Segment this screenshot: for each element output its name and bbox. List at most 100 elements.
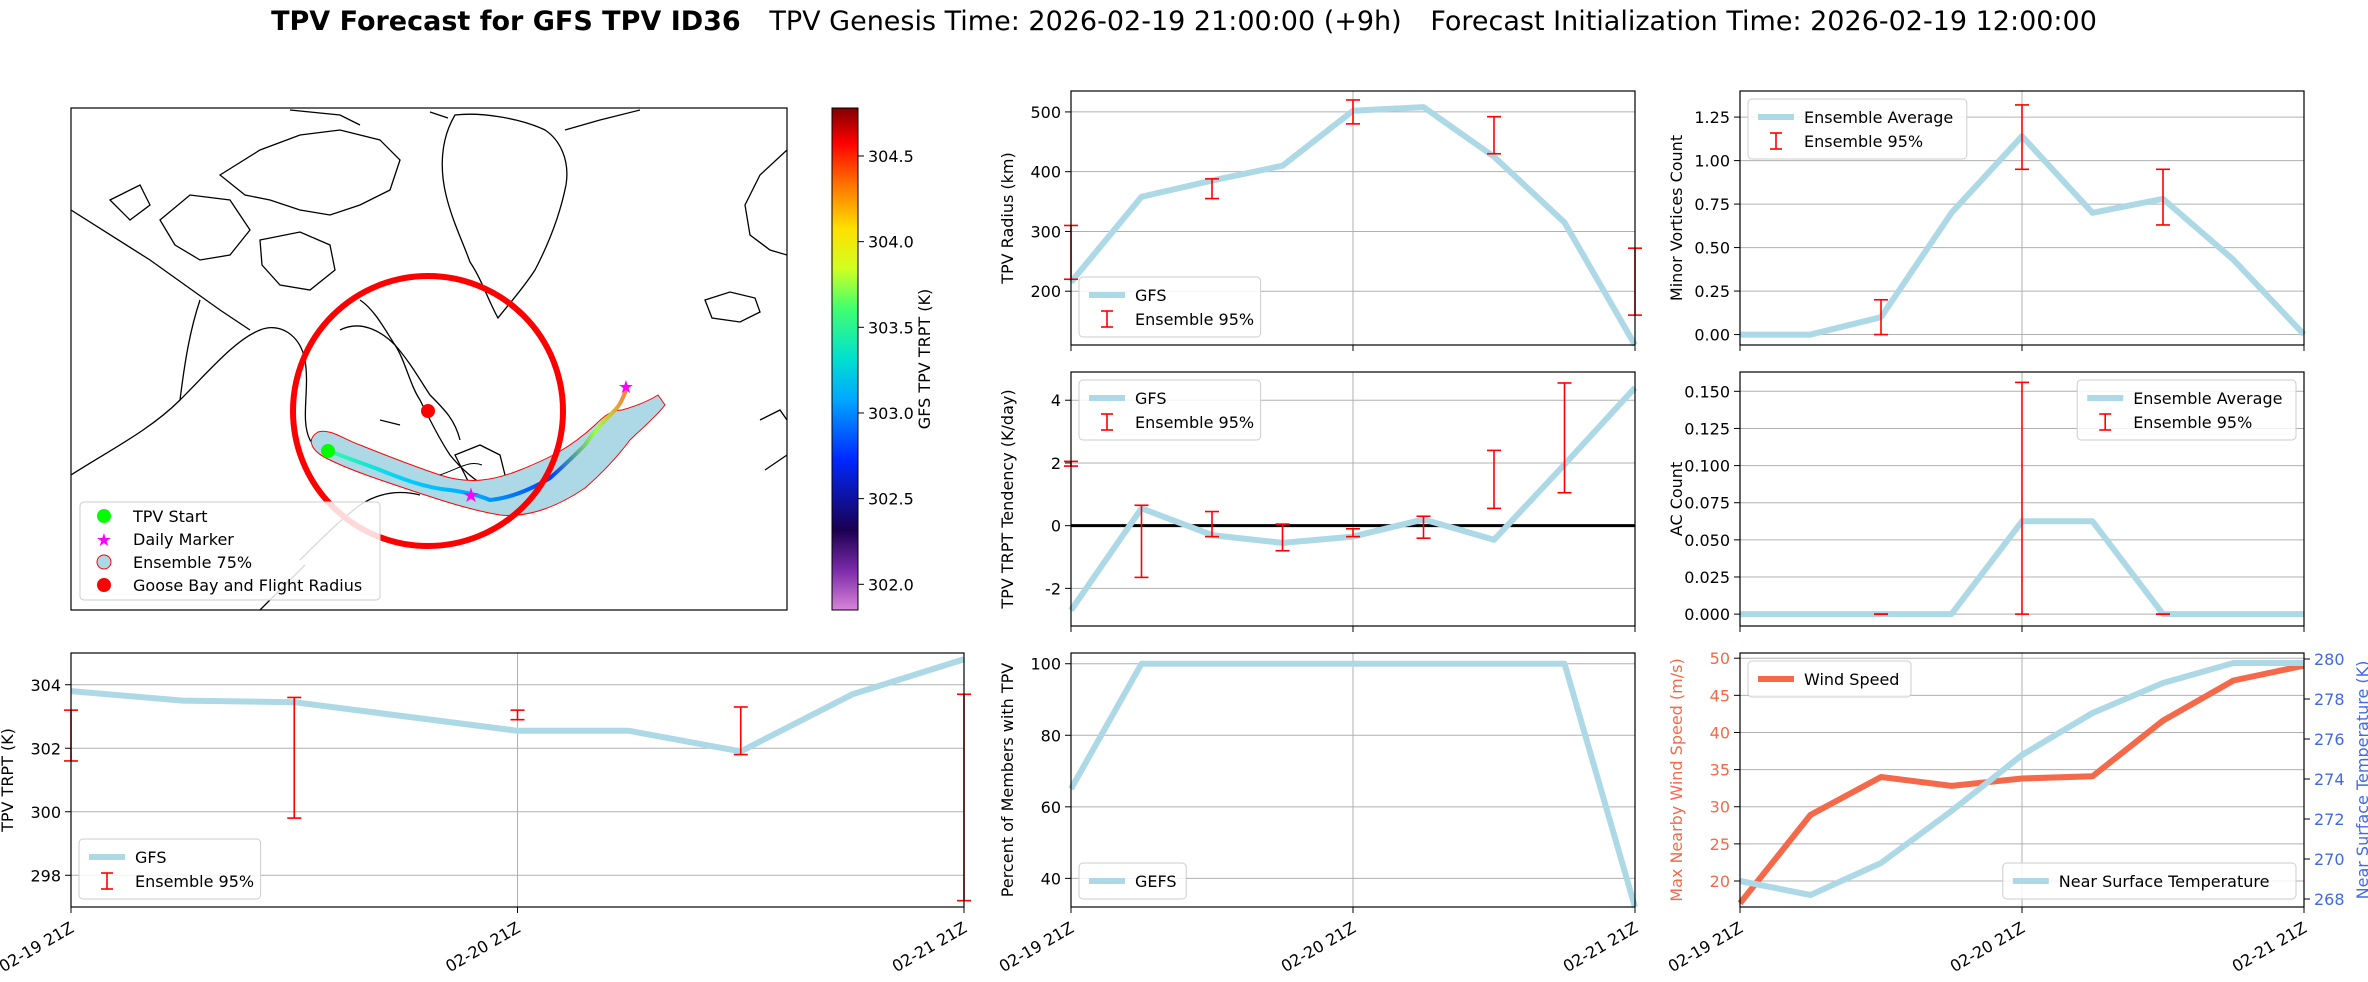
flight-radius — [290, 273, 566, 549]
legend-label: GEFS — [1135, 872, 1177, 891]
legend: GEFS — [1078, 862, 1187, 900]
panel-minor: 0.00 0.25 0.50 0.75 1.00 1.25 Minor Vortices C… — [1667, 90, 2307, 351]
y-tick-label: 80 — [1041, 726, 1061, 745]
colorbar-tick-label: 302.0 — [868, 575, 914, 594]
x-tick-label: 02-21 21Z — [889, 918, 970, 976]
colorbar-tick-label: 303.5 — [868, 318, 914, 337]
y-tick-label: 0.125 — [1684, 419, 1730, 438]
series-line — [70, 656, 965, 755]
y-axis-label: Percent of Members with TPV — [998, 663, 1017, 897]
x-tick-label: 02-20 21Z — [1947, 918, 2028, 976]
y2-tick-label: 278 — [2314, 690, 2345, 709]
legend-daily-marker: Daily Marker — [133, 530, 234, 549]
legend-ensemble-icon — [96, 554, 112, 570]
legend-label: Ensemble 95% — [1804, 132, 1923, 151]
x-tick-label: 02-21 21Z — [2229, 918, 2310, 976]
y-tick-label: 100 — [1030, 655, 1061, 674]
y-tick-label: 200 — [1030, 282, 1061, 301]
y2-tick-label: 280 — [2314, 650, 2345, 669]
legend: Ensemble Average Ensemble 95% — [1747, 98, 1968, 160]
y-tick-label: 1.00 — [1694, 152, 1730, 171]
y-tick-label: 298 — [30, 866, 61, 885]
panel-tendency: -2 0 2 4 TPV TRPT Tendency (K/day) GFS Ensembl… — [998, 371, 1638, 632]
legend-label: Ensemble 95% — [135, 872, 254, 891]
y-axis-label: TPV TRPT Tendency (K/day) — [998, 389, 1017, 609]
colorbar-tick-label: 302.5 — [868, 490, 914, 509]
legend-label: Wind Speed — [1804, 670, 1899, 689]
y-tick-label: 0.050 — [1684, 531, 1730, 550]
y-tick-label: 0.00 — [1694, 326, 1730, 345]
x-tick-label: 02-21 21Z — [1560, 918, 1641, 976]
daily-marker-1: ★ — [462, 483, 480, 507]
legend-label: GFS — [1135, 286, 1166, 305]
y-tick-label: 45 — [1710, 686, 1730, 705]
x-tick-label: 02-19 21Z — [1665, 918, 1746, 976]
y-axis-label: TPV TRPT (K) — [0, 728, 17, 833]
y-tick-label: 500 — [1030, 103, 1061, 122]
legend-label: Ensemble 95% — [2133, 413, 2252, 432]
legend-label: Ensemble Average — [1804, 108, 1953, 127]
x-tick-label: 02-20 21Z — [1278, 918, 1359, 976]
legend-start-icon — [97, 509, 111, 523]
y-tick-label: 0.50 — [1694, 239, 1730, 258]
series-line — [1737, 662, 2305, 906]
y-tick-label: 4 — [1051, 391, 1061, 410]
legend-goose-bay: Goose Bay and Flight Radius — [133, 576, 362, 595]
y-tick-label: 25 — [1710, 835, 1730, 854]
x-tick-label: 02-19 21Z — [0, 918, 77, 976]
y-tick-label: 0 — [1051, 517, 1061, 536]
map-legend: TPV Start ★ Daily Marker Ensemble 75% Go… — [79, 501, 381, 601]
tpv-start-marker — [321, 444, 335, 458]
init-time: Forecast Initialization Time: 2026-02-19… — [1430, 6, 2097, 37]
panel-trpt: 298 300 302 304 TPV TRPT (K) 02-19 21Z 02-20 2… — [0, 652, 971, 976]
y2-tick-label: 272 — [2314, 810, 2345, 829]
legend-label: Ensemble 95% — [1135, 310, 1254, 329]
series-line — [1068, 660, 1638, 908]
y2-tick-label: 276 — [2314, 730, 2345, 749]
y-tick-label: 0.000 — [1684, 605, 1730, 624]
y-tick-label: 0.75 — [1694, 195, 1730, 214]
legend-label: Near Surface Temperature — [2059, 872, 2270, 891]
colorbar-tick-label: 304.5 — [868, 147, 914, 166]
y-tick-label: 20 — [1710, 872, 1730, 891]
x-tick-label: 02-20 21Z — [442, 918, 523, 976]
legend-label: Ensemble 95% — [1135, 413, 1254, 432]
legend-label: GFS — [1135, 389, 1166, 408]
y-tick-label: -2 — [1045, 579, 1061, 598]
legend-label: GFS — [135, 848, 166, 867]
y-tick-label: 1.25 — [1694, 108, 1730, 127]
y2-tick-label: 270 — [2314, 850, 2345, 869]
colorbar: 304.5 304.0 303.5 303.0 302.5 302.0 GFS TPV T… — [831, 107, 934, 611]
panel-percent: 40 60 80 100 Percent of Members with TPV 02-1… — [996, 652, 1641, 976]
legend: GFS Ensemble 95% — [1078, 276, 1262, 338]
legend-tpv-start: TPV Start — [132, 507, 208, 526]
y-axis-label: AC Count — [1667, 462, 1686, 536]
legend-ensemble-75: Ensemble 75% — [133, 553, 252, 572]
x-tick-label: 02-19 21Z — [996, 918, 1077, 976]
y2-tick-label: 274 — [2314, 770, 2345, 789]
y-tick-label: 2 — [1051, 454, 1061, 473]
legend: Near Surface Temperature — [2002, 862, 2297, 900]
main-title: TPV Forecast for GFS TPV ID36 — [271, 6, 741, 37]
panel-radius: 200 300 400 500 TPV Radius (km) GFS Ensemble 9… — [998, 90, 1642, 351]
y-tick-label: 0.025 — [1684, 568, 1730, 587]
legend: GFS Ensemble 95% — [78, 838, 262, 900]
goose-bay-marker — [421, 404, 435, 418]
colorbar-tick-label: 304.0 — [868, 233, 914, 252]
y2-tick-label: 268 — [2314, 890, 2345, 909]
y-tick-label: 0.25 — [1694, 282, 1730, 301]
legend: Wind Speed — [1747, 660, 1912, 698]
y2-axis-label: Near Surface Temperature (K) — [2353, 661, 2368, 900]
y-tick-label: 35 — [1710, 761, 1730, 780]
legend-goose-bay-icon — [97, 578, 111, 592]
legend-daily-icon: ★ — [96, 530, 112, 551]
y-tick-label: 300 — [30, 803, 61, 822]
legend-label: Ensemble Average — [2133, 389, 2282, 408]
panel-wind_temp: 20 25 30 35 40 45 50 268 270 272 274 276 278 280 Near … — [1665, 649, 2368, 976]
daily-marker-2: ★ — [618, 377, 634, 398]
genesis-time: TPV Genesis Time: 2026-02-19 21:00:00 (+… — [769, 6, 1402, 37]
y-axis-label: Max Nearby Wind Speed (m/s) — [1667, 658, 1686, 901]
colorbar-tick-label: 303.0 — [868, 404, 914, 423]
y-tick-label: 0.075 — [1684, 494, 1730, 513]
